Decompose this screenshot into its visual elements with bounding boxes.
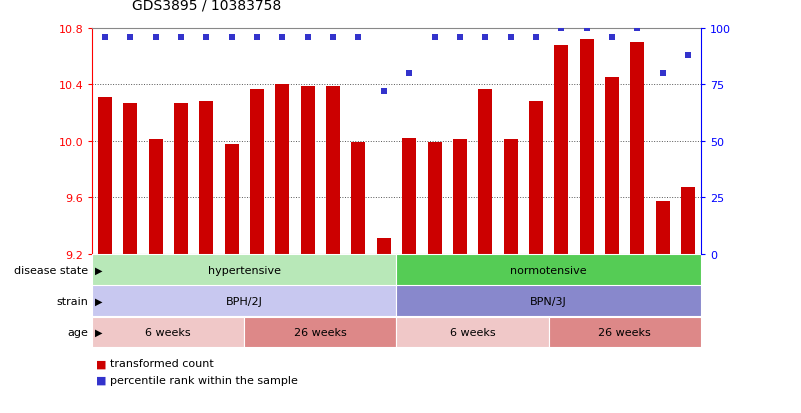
Bar: [554, 46, 569, 254]
Point: [377, 89, 390, 95]
Point: [453, 35, 466, 41]
Point: [403, 71, 416, 77]
Text: strain: strain: [56, 296, 88, 306]
Point: [149, 35, 162, 41]
Point: [327, 35, 340, 41]
Text: transformed count: transformed count: [110, 358, 214, 368]
Bar: [396, 317, 549, 347]
Point: [682, 52, 694, 59]
Point: [529, 35, 542, 41]
Point: [251, 35, 264, 41]
Text: 6 weeks: 6 weeks: [450, 327, 495, 337]
Text: ■: ■: [96, 358, 107, 368]
Bar: [396, 255, 701, 285]
Bar: [98, 98, 112, 254]
Text: normotensive: normotensive: [510, 265, 587, 275]
Text: percentile rank within the sample: percentile rank within the sample: [110, 375, 298, 385]
Bar: [630, 43, 645, 254]
Text: age: age: [67, 327, 88, 337]
Text: ▶: ▶: [95, 327, 102, 337]
Bar: [453, 140, 467, 254]
Bar: [148, 140, 163, 254]
Bar: [174, 104, 188, 254]
Bar: [250, 89, 264, 254]
Point: [580, 26, 593, 32]
Bar: [352, 143, 365, 254]
Point: [99, 35, 111, 41]
Text: ▶: ▶: [95, 265, 102, 275]
Bar: [549, 317, 701, 347]
Point: [200, 35, 213, 41]
Bar: [376, 239, 391, 254]
Bar: [199, 102, 213, 254]
Text: GDS3895 / 10383758: GDS3895 / 10383758: [132, 0, 281, 12]
Bar: [605, 78, 619, 254]
Bar: [428, 143, 441, 254]
Bar: [580, 40, 594, 254]
Point: [225, 35, 238, 41]
Bar: [92, 255, 396, 285]
Point: [606, 35, 618, 41]
Point: [276, 35, 288, 41]
Point: [505, 35, 517, 41]
Text: 26 weeks: 26 weeks: [598, 327, 651, 337]
Point: [555, 26, 568, 32]
Point: [124, 35, 137, 41]
Point: [301, 35, 314, 41]
Bar: [326, 87, 340, 254]
Point: [657, 71, 670, 77]
Point: [428, 35, 441, 41]
Text: BPH/2J: BPH/2J: [226, 296, 263, 306]
Point: [352, 35, 365, 41]
Text: ■: ■: [96, 375, 107, 385]
Text: 6 weeks: 6 weeks: [146, 327, 191, 337]
Bar: [224, 144, 239, 254]
Bar: [396, 286, 701, 316]
Bar: [92, 317, 244, 347]
Text: disease state: disease state: [14, 265, 88, 275]
Text: hypertensive: hypertensive: [207, 265, 281, 275]
Text: 26 weeks: 26 weeks: [294, 327, 347, 337]
Point: [479, 35, 492, 41]
Bar: [92, 286, 396, 316]
Bar: [244, 317, 396, 347]
Bar: [123, 104, 137, 254]
Bar: [656, 202, 670, 254]
Point: [631, 26, 644, 32]
Text: ▶: ▶: [95, 296, 102, 306]
Bar: [681, 188, 695, 254]
Bar: [402, 139, 417, 254]
Text: BPN/3J: BPN/3J: [530, 296, 567, 306]
Bar: [529, 102, 543, 254]
Bar: [478, 89, 493, 254]
Point: [175, 35, 187, 41]
Bar: [300, 87, 315, 254]
Bar: [504, 140, 517, 254]
Bar: [276, 85, 289, 254]
